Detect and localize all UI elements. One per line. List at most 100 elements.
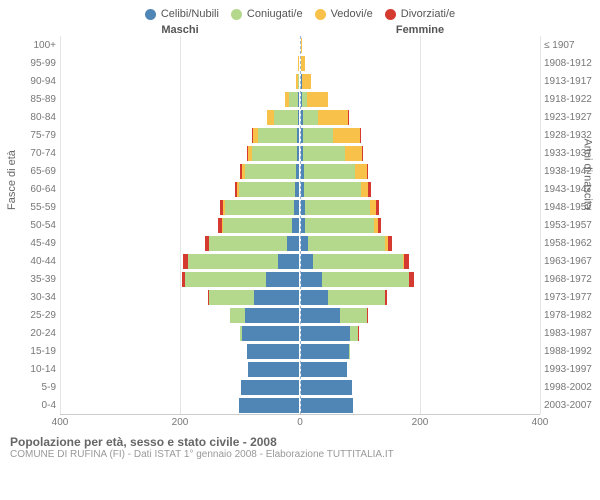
bar-segment [301,272,322,287]
bar-segment [349,344,350,359]
bar-segment [409,272,413,287]
male-bar [60,146,300,161]
pyramid-row: 95-991908-1912 [60,54,540,72]
birth-year-label: 1988-1992 [544,346,600,357]
male-bar [60,164,300,179]
bar-segment [301,254,313,269]
age-label: 80-84 [0,112,56,123]
legend-item: Coniugati/e [231,8,303,20]
bar-segment [295,182,299,197]
x-axis: 4002000200400 [60,414,540,431]
bar-segment [230,308,245,323]
bar-segment [301,308,340,323]
bar-segment [301,344,349,359]
bar-segment [301,380,352,395]
pyramid-rows: 100+≤ 190795-991908-191290-941913-191785… [60,36,540,414]
pyramid-row: 5-91998-2002 [60,378,540,396]
legend-item: Celibi/Nubili [145,8,219,20]
bar-segment [301,56,305,71]
bar-segment [225,200,294,215]
female-bar [300,128,540,143]
x-tick: 200 [172,417,189,428]
male-bar [60,218,300,233]
female-bar [300,398,540,413]
header-male: Maschi [60,24,300,36]
bar-segment [305,218,374,233]
bar-segment [301,326,350,341]
male-bar [60,272,300,287]
female-bar [300,56,540,71]
bar-segment [313,254,403,269]
birth-year-label: 1983-1987 [544,328,600,339]
pyramid-row: 35-391968-1972 [60,270,540,288]
column-headers: Maschi Femmine [0,24,600,36]
age-label: 100+ [0,40,56,51]
male-bar [60,362,300,377]
bar-segment [322,272,409,287]
birth-year-label: 1953-1957 [544,220,600,231]
footer: Popolazione per età, sesso e stato civil… [0,431,600,460]
bar-segment [242,326,299,341]
female-bar [300,380,540,395]
bar-segment [367,164,369,179]
bar-segment [304,182,361,197]
bar-segment [362,146,363,161]
age-label: 30-34 [0,292,56,303]
birth-year-label: 1963-1967 [544,256,600,267]
male-bar [60,200,300,215]
male-bar [60,254,300,269]
birth-year-label: 1958-1962 [544,238,600,249]
bar-segment [248,362,299,377]
birth-year-label: 1978-1982 [544,310,600,321]
bar-segment [296,164,299,179]
chart-area: 100+≤ 190795-991908-191290-941913-191785… [0,36,600,414]
female-bar [300,38,540,53]
legend-swatch [385,9,396,20]
bar-segment [348,110,349,125]
y-axis-title-left: Fasce di età [6,150,18,210]
bar-segment [239,398,299,413]
bar-segment [294,200,299,215]
male-bar [60,110,300,125]
pyramid-row: 15-191988-1992 [60,342,540,360]
bar-segment [254,290,299,305]
x-tick: 400 [532,417,549,428]
bar-segment [355,164,367,179]
bar-segment [303,146,345,161]
x-tick: 400 [52,417,69,428]
bar-segment [266,272,299,287]
age-label: 75-79 [0,130,56,141]
pyramid-row: 55-591948-1952 [60,198,540,216]
male-bar [60,380,300,395]
birth-year-label: 1923-1927 [544,112,600,123]
bar-segment [185,272,266,287]
pyramid-row: 50-541953-1957 [60,216,540,234]
legend-item: Divorziati/e [385,8,455,20]
age-label: 20-24 [0,328,56,339]
age-label: 95-99 [0,58,56,69]
pyramid-row: 25-291978-1982 [60,306,540,324]
age-label: 25-29 [0,310,56,321]
bar-segment [274,110,298,125]
header-female: Femmine [300,24,540,36]
female-bar [300,92,540,107]
bar-segment [252,146,297,161]
male-bar [60,326,300,341]
legend-label: Divorziati/e [401,8,455,20]
bar-segment [223,218,292,233]
age-label: 5-9 [0,382,56,393]
pyramid-row: 20-241983-1987 [60,324,540,342]
legend-swatch [315,9,326,20]
age-label: 35-39 [0,274,56,285]
pyramid-row: 75-791928-1932 [60,126,540,144]
bar-segment [209,236,287,251]
age-label: 45-49 [0,238,56,249]
age-label: 90-94 [0,76,56,87]
bar-segment [350,326,357,341]
female-bar [300,344,540,359]
female-bar [300,326,540,341]
bar-segment [361,182,368,197]
bar-segment [258,128,297,143]
bar-segment [303,110,318,125]
pyramid-row: 45-491958-1962 [60,234,540,252]
